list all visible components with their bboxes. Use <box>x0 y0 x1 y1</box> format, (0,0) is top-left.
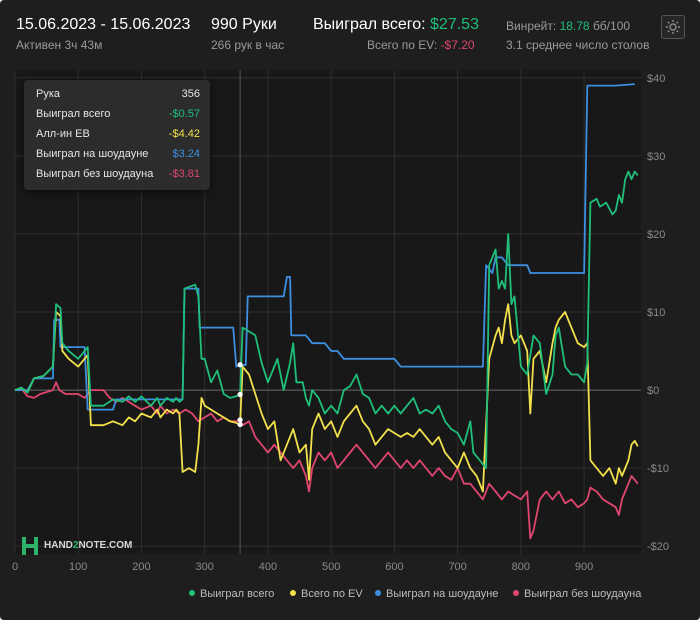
won-total: Выиграл всего: $27.53 <box>313 16 479 34</box>
nsd-series-line[interactable] <box>14 381 639 540</box>
x-tick-label: 500 <box>322 561 340 573</box>
x-tick-label: 900 <box>575 561 593 573</box>
won-series-line[interactable] <box>14 170 639 469</box>
y-tick-label: $40 <box>647 73 665 85</box>
legend-sd[interactable]: Выиграл на шоудауне <box>375 588 498 604</box>
tooltip-hand-value: 356 <box>181 88 200 100</box>
legend-ev-label: Всего по EV <box>301 588 363 600</box>
tooltip-ev-value: -$4.42 <box>168 128 200 140</box>
hover-marker <box>237 421 243 428</box>
hover-tooltip: Рука 356 Выиграл всего -$0.57 Алл-ин EB … <box>24 80 210 190</box>
legend-ev[interactable]: Всего по EV <box>290 588 363 604</box>
ev-value: -$7.20 <box>440 38 475 52</box>
ev-label: Всего по EV: <box>367 38 438 52</box>
tooltip-sd-label: Выиграл на шоудауне <box>36 148 149 160</box>
legend-won[interactable]: Выиграл всего <box>189 588 274 604</box>
x-tick-label: 300 <box>196 561 214 573</box>
tooltip-sd-value: $3.24 <box>172 148 200 160</box>
x-tick-label: 400 <box>259 561 277 573</box>
x-tick-label: 0 <box>12 561 18 573</box>
y-tick-label: $0 <box>647 385 659 397</box>
tooltip-won-label: Выиграл всего <box>36 108 111 120</box>
legend-won-dot <box>189 590 195 596</box>
tooltip-nsd-value: -$3.81 <box>168 168 200 180</box>
winrate: Винрейт: 18.78 бб/100 <box>506 19 630 33</box>
x-tick-label: 200 <box>132 561 150 573</box>
y-tick-label: -$10 <box>647 463 669 475</box>
tooltip-row-ev: Алл-ин EB -$4.42 <box>36 128 200 146</box>
avg-tables: 3.1 среднее число столов <box>506 38 650 52</box>
x-tick-label: 600 <box>385 561 403 573</box>
legend-nsd[interactable]: Выиграл без шоудауна <box>513 588 641 604</box>
y-tick-label: -$20 <box>647 541 669 553</box>
ev-series-line[interactable] <box>14 303 639 493</box>
hands-count: 990 Руки <box>211 16 277 33</box>
legend-sd-label: Выиграл на шоудауне <box>386 588 499 600</box>
logo-text-a: HAND <box>44 540 73 551</box>
legend-ev-dot <box>290 590 296 596</box>
legend-sd-dot <box>375 590 381 596</box>
logo-text-c: NOTE.COM <box>78 540 133 551</box>
x-tick-label: 700 <box>448 561 466 573</box>
tooltip-row-nsd: Выиграл без шоудауна -$3.81 <box>36 168 200 186</box>
won-total-value: $27.53 <box>430 16 479 33</box>
hands-per-hour: 266 рук в час <box>211 38 285 52</box>
gear-icon <box>666 20 680 34</box>
tooltip-row-won: Выиграл всего -$0.57 <box>36 108 200 126</box>
winrate-value: 18.78 <box>559 19 590 33</box>
winrate-unit: бб/100 <box>592 19 631 33</box>
logo-text: HAND2NOTE.COM <box>44 540 132 551</box>
won-total-label: Выиграл всего: <box>313 16 426 33</box>
tooltip-ev-label: Алл-ин EB <box>36 128 90 140</box>
tooltip-row-hand: Рука 356 <box>36 88 200 106</box>
y-tick-label: $20 <box>647 229 665 241</box>
hover-marker <box>237 391 243 398</box>
header: 15.06.2023 - 15.06.2023 Активен 3ч 43м 9… <box>0 0 700 60</box>
logo-text-b: 2 <box>72 540 79 551</box>
tooltip-nsd-label: Выиграл без шоудауна <box>36 168 154 180</box>
tooltip-won-value: -$0.57 <box>168 108 200 120</box>
y-tick-label: $30 <box>647 151 665 163</box>
tooltip-row-sd: Выиграл на шоудауне $3.24 <box>36 148 200 166</box>
legend-won-label: Выиграл всего <box>200 588 275 600</box>
ev-total: Всего по EV: -$7.20 <box>367 38 475 52</box>
hover-marker <box>237 417 243 423</box>
logo-icon <box>22 537 38 555</box>
legend-nsd-dot <box>513 590 519 596</box>
x-tick-label: 100 <box>69 561 87 573</box>
tooltip-hand-label: Рука <box>36 88 61 100</box>
hover-marker <box>237 362 243 368</box>
settings-button[interactable] <box>661 15 685 39</box>
x-tick-label: 800 <box>512 561 530 573</box>
y-tick-label: $10 <box>647 307 665 319</box>
legend-nsd-label: Выиграл без шоудауна <box>524 588 642 600</box>
date-range[interactable]: 15.06.2023 - 15.06.2023 <box>16 16 191 33</box>
active-time: Активен 3ч 43м <box>16 38 103 52</box>
winrate-label: Винрейт: <box>506 19 557 33</box>
